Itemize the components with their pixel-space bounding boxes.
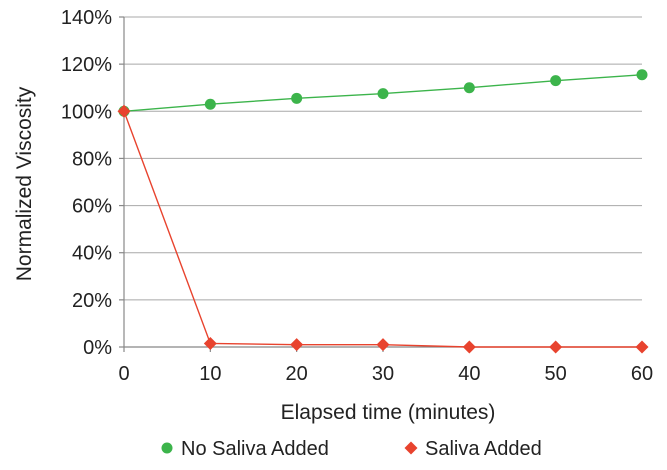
data-point-no-saliva-added	[463, 82, 475, 94]
axes	[119, 16, 643, 352]
x-tick-label: 50	[545, 363, 567, 385]
tick-labels: 0% 20% 40% 60% 80% 100% 120% 140% 0 10 20 30 40 50 60	[61, 7, 653, 385]
y-tick-label: 140%	[61, 7, 112, 29]
x-tick-label: 30	[372, 363, 394, 385]
gridlines	[124, 16, 642, 301]
x-tick-label: 40	[458, 363, 480, 385]
x-tick-label: 20	[286, 363, 308, 385]
data-point-no-saliva-added	[204, 98, 216, 110]
data-point-no-saliva-added	[636, 69, 648, 81]
y-tick-label: 80%	[72, 148, 112, 170]
series-line-saliva-added	[123, 111, 642, 348]
data-point-saliva-added	[290, 338, 304, 352]
legend-label-no-saliva-added: No Saliva Added	[181, 438, 329, 460]
x-tick-label: 60	[631, 363, 653, 385]
data-point-saliva-added	[462, 340, 476, 354]
x-tick-label: 0	[118, 363, 129, 385]
y-tick-label: 40%	[72, 243, 112, 265]
data-point-saliva-added	[635, 340, 649, 354]
y-tick-label: 60%	[72, 196, 112, 218]
y-tick-label: 100%	[61, 101, 112, 123]
series	[117, 69, 649, 354]
x-axis-title: Elapsed time (minutes)	[281, 401, 496, 424]
data-point-no-saliva-added	[377, 88, 389, 100]
y-tick-label: 0%	[83, 337, 112, 359]
data-point-saliva-added	[203, 336, 217, 350]
y-tick-label: 120%	[61, 54, 112, 76]
legend: No Saliva Added Saliva Added	[161, 438, 542, 460]
legend-marker-saliva-added	[404, 441, 418, 455]
data-point-saliva-added	[376, 338, 390, 352]
y-axis-title: Normalized Viscosity	[13, 86, 36, 281]
data-point-saliva-added	[117, 104, 131, 118]
x-tick-label: 10	[199, 363, 221, 385]
data-point-saliva-added	[549, 340, 563, 354]
data-point-no-saliva-added	[291, 92, 303, 104]
y-tick-label: 20%	[72, 290, 112, 312]
data-point-no-saliva-added	[550, 75, 562, 87]
legend-label-saliva-added: Saliva Added	[425, 438, 542, 460]
legend-marker-no-saliva-added	[161, 442, 173, 454]
